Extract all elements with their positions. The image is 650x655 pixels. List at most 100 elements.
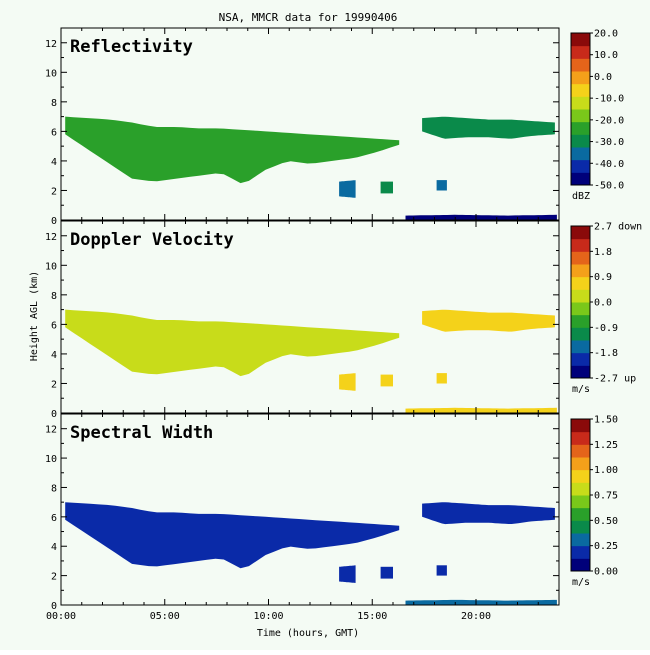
colorbar-segment: [571, 238, 590, 252]
colorbar-segment: [571, 121, 590, 135]
y-tick-label: 12: [45, 39, 57, 50]
colorbar-segment: [571, 226, 590, 240]
y-axis-label: Height AGL (km): [29, 271, 40, 361]
colorbar-segment: [571, 45, 590, 59]
colorbar-segment: [571, 251, 590, 265]
x-tick-label: 20:00: [461, 611, 491, 622]
cloud-cell-3: [436, 565, 447, 576]
cloud-cell-3: [436, 180, 447, 191]
colorbar-segment: [571, 545, 590, 559]
colorbar-segment: [571, 352, 590, 366]
colorbar-segment: [571, 365, 590, 379]
y-tick-label: 4: [51, 350, 57, 361]
colorbar-segment: [571, 495, 590, 509]
cloud-near-surface: [405, 214, 557, 220]
cloud-near-surface: [405, 599, 557, 605]
cloud-upper-layer: [422, 116, 555, 139]
colorbar-segment: [571, 302, 590, 316]
colorbar-segment: [571, 276, 590, 290]
y-tick-label: 8: [51, 291, 57, 302]
colorbar-segment: [571, 314, 590, 328]
y-tick-label: 2: [51, 186, 57, 197]
colorbar-label: -30.0: [594, 137, 624, 148]
colorbar-label: -40.0: [594, 159, 624, 170]
colorbar-label: 1.8: [594, 247, 612, 258]
colorbar-segment: [571, 71, 590, 85]
colorbar-segment: [571, 109, 590, 123]
colorbar-segment: [571, 147, 590, 161]
y-tick-label: 0: [51, 409, 57, 420]
colorbar-label: 0.50: [594, 516, 618, 527]
panel-reflectivity: 0 2 4 6 8 10 12 Reflectivity 20.0 10.0 0.0 -10.0 -20…: [45, 27, 624, 227]
cloud-cell-1: [339, 565, 356, 583]
colorbar-segment: [571, 96, 590, 110]
colorbar-label: -10.0: [594, 94, 624, 105]
colorbar-segment: [571, 58, 590, 72]
colorbar-label: -0.9: [594, 323, 618, 334]
x-tick-label: 05:00: [150, 611, 180, 622]
colorbar-segment: [571, 457, 590, 471]
y-tick-label: 10: [45, 261, 57, 272]
cloud-cell-2: [380, 566, 393, 579]
colorbar-segment: [571, 83, 590, 97]
panel-title: Reflectivity: [70, 37, 193, 57]
colorbar-segment: [571, 507, 590, 521]
y-tick-label: 6: [51, 513, 57, 524]
x-tick-label: 00:00: [46, 611, 76, 622]
y-tick-label: 4: [51, 157, 57, 168]
colorbar-segment: [571, 520, 590, 534]
cloud-cell-1: [339, 180, 356, 198]
colorbar-label: 0.0: [594, 298, 612, 309]
colorbar-label: 0.9: [594, 272, 612, 283]
colorbar-label: 1.50: [594, 415, 618, 426]
cloud-upper-layer: [422, 309, 555, 332]
y-tick-label: 2: [51, 379, 57, 390]
colorbar-label: -1.8: [594, 348, 618, 359]
y-tick-label: 8: [51, 98, 57, 109]
colorbar-label: -50.0: [594, 181, 624, 192]
colorbar-label: 1.00: [594, 465, 618, 476]
colorbar-unit: dBZ: [572, 191, 590, 202]
cloud-upper-layer: [422, 502, 555, 525]
colorbar-label: -2.7 up: [594, 374, 636, 385]
colorbar-segment: [571, 159, 590, 173]
colorbar-segment: [571, 419, 590, 433]
y-tick-label: 12: [45, 232, 57, 243]
y-tick-label: 4: [51, 542, 57, 553]
colorbar-segment: [571, 469, 590, 483]
colorbar-segment: [571, 264, 590, 278]
colorbar-segment: [571, 444, 590, 458]
y-tick-label: 12: [45, 425, 57, 436]
cloud-cell-2: [380, 374, 393, 387]
colorbar-segment: [571, 431, 590, 445]
x-axis-label: Time (hours, GMT): [257, 628, 359, 639]
colorbar-segment: [571, 558, 590, 572]
colorbar-segment: [571, 482, 590, 496]
x-tick-label: 10:00: [253, 611, 283, 622]
x-tick-label: 15:00: [357, 611, 387, 622]
cloud-cell-2: [380, 181, 393, 194]
colorbar-label: 0.0: [594, 72, 612, 83]
y-tick-label: 6: [51, 320, 57, 331]
colorbar-unit: m/s: [572, 384, 590, 395]
cloud-main-layer: [65, 502, 400, 569]
colorbar-label: 10.0: [594, 50, 618, 61]
colorbar-label: 0.75: [594, 491, 618, 502]
colorbar-segment: [571, 340, 590, 354]
cloud-cell-1: [339, 373, 356, 391]
panel-title: Doppler Velocity: [70, 230, 234, 250]
panel-title: Spectral Width: [70, 423, 213, 443]
y-tick-label: 2: [51, 572, 57, 583]
colorbar-label: 0.00: [594, 567, 618, 578]
cloud-main-layer: [65, 309, 400, 377]
colorbar-segment: [571, 172, 590, 186]
y-tick-label: 8: [51, 483, 57, 494]
panel-doppler-velocity: 0 2 4 6 8 10 12 Doppler Velocity 2.7 down 1.8 0.9 0…: [45, 220, 642, 420]
panel-spectral-width: 0 2 4 6 8 10 12 Spectral Width 1.50 1.25 1.00 0.75 0…: [45, 413, 618, 612]
colorbar-label: 1.25: [594, 440, 618, 451]
chart-title: NSA, MMCR data for 19990406: [219, 11, 398, 24]
colorbar-label: 20.0: [594, 29, 618, 40]
y-tick-label: 6: [51, 127, 57, 138]
